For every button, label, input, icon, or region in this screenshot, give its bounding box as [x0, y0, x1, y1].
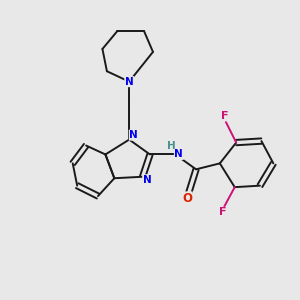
Text: N: N: [175, 149, 183, 160]
Text: F: F: [219, 207, 226, 218]
Text: F: F: [220, 111, 228, 121]
Text: H: H: [167, 141, 176, 151]
Text: N: N: [143, 175, 152, 185]
Text: O: O: [182, 192, 192, 205]
Text: N: N: [129, 130, 138, 140]
Text: N: N: [125, 76, 134, 87]
